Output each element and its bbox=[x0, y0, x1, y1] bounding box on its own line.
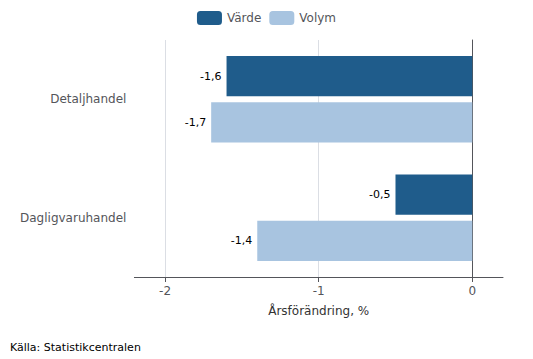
svg-text:-1,4: -1,4 bbox=[231, 234, 252, 247]
svg-text:-2: -2 bbox=[159, 284, 171, 298]
svg-text:-1,6: -1,6 bbox=[200, 70, 221, 83]
svg-text:Detaljhandel: Detaljhandel bbox=[50, 92, 126, 106]
svg-text:Volym: Volym bbox=[299, 11, 336, 25]
svg-text:-1: -1 bbox=[313, 284, 325, 298]
svg-text:-1,7: -1,7 bbox=[185, 116, 206, 129]
svg-text:0: 0 bbox=[468, 284, 476, 298]
svg-text:Källa: Statistikcentralen: Källa: Statistikcentralen bbox=[10, 341, 141, 354]
svg-text:-0,5: -0,5 bbox=[369, 188, 390, 201]
svg-text:Värde: Värde bbox=[227, 11, 261, 25]
svg-text:Årsförändring, %: Årsförändring, % bbox=[268, 303, 369, 318]
svg-text:Dagligvaruhandel: Dagligvaruhandel bbox=[20, 211, 126, 225]
